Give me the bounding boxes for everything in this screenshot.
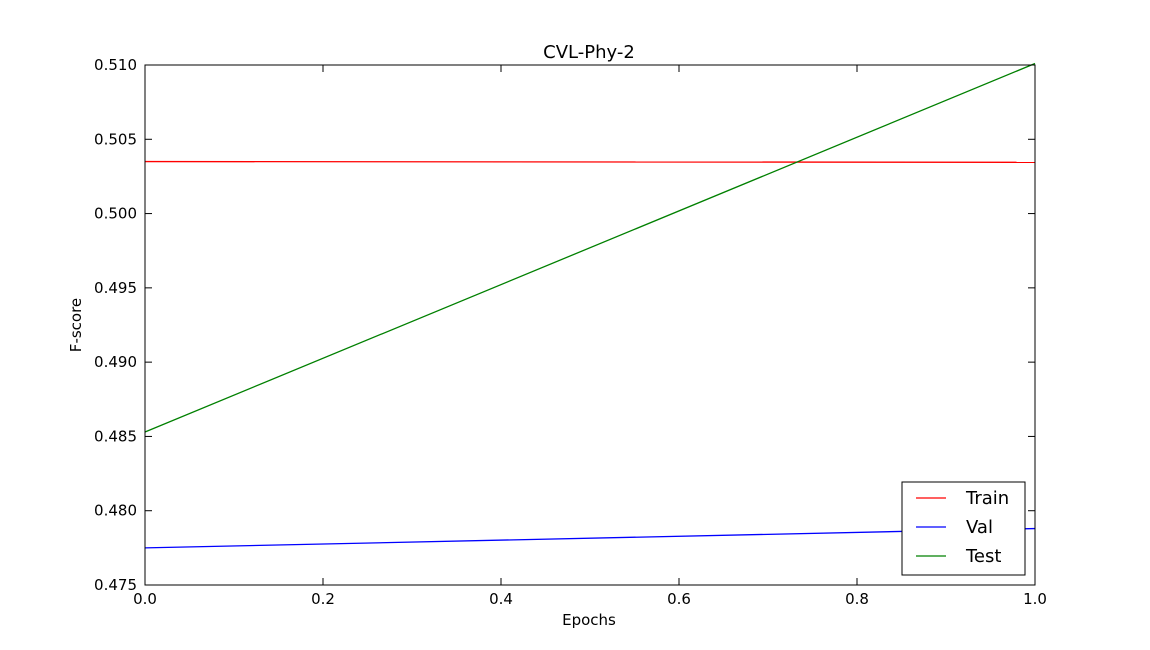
legend-label-test: Test <box>965 546 1001 567</box>
y-tick-label: 0.475 <box>94 576 137 594</box>
y-tick-label: 0.495 <box>94 279 137 297</box>
y-tick-label: 0.500 <box>94 205 137 223</box>
y-tick-label: 0.480 <box>94 502 137 520</box>
chart-title: CVL-Phy-2 <box>543 42 635 63</box>
series-line-val <box>144 527 1036 549</box>
series-line-train <box>144 160 1036 163</box>
x-tick-label: 0.8 <box>845 590 869 608</box>
series-layer <box>144 62 1036 549</box>
y-axis-label: F-score <box>67 298 85 352</box>
x-axis-label: Epochs <box>562 611 616 629</box>
x-tick-label: 1.0 <box>1023 590 1047 608</box>
y-tick-label: 0.485 <box>94 427 137 445</box>
plot-frame <box>144 64 1036 586</box>
legend-label-val: Val <box>966 517 993 538</box>
y-axis-ticks: 0.475 0.480 0.485 0.490 0.495 0.500 0.505 0.510 <box>94 56 1035 594</box>
x-tick-label: 0.6 <box>667 590 691 608</box>
x-tick-label: 0.2 <box>311 590 335 608</box>
y-tick-label: 0.505 <box>94 130 137 148</box>
x-tick-label: 0.4 <box>489 590 513 608</box>
x-axis-ticks: 0.0 0.2 0.4 0.6 0.8 1.0 <box>133 65 1047 608</box>
y-tick-label: 0.510 <box>94 56 137 74</box>
series-line-test <box>144 62 1036 433</box>
y-tick-label: 0.490 <box>94 353 137 371</box>
x-tick-label: 0.0 <box>133 590 157 608</box>
legend: Train Val Test <box>901 481 1026 576</box>
legend-label-train: Train <box>965 488 1009 509</box>
